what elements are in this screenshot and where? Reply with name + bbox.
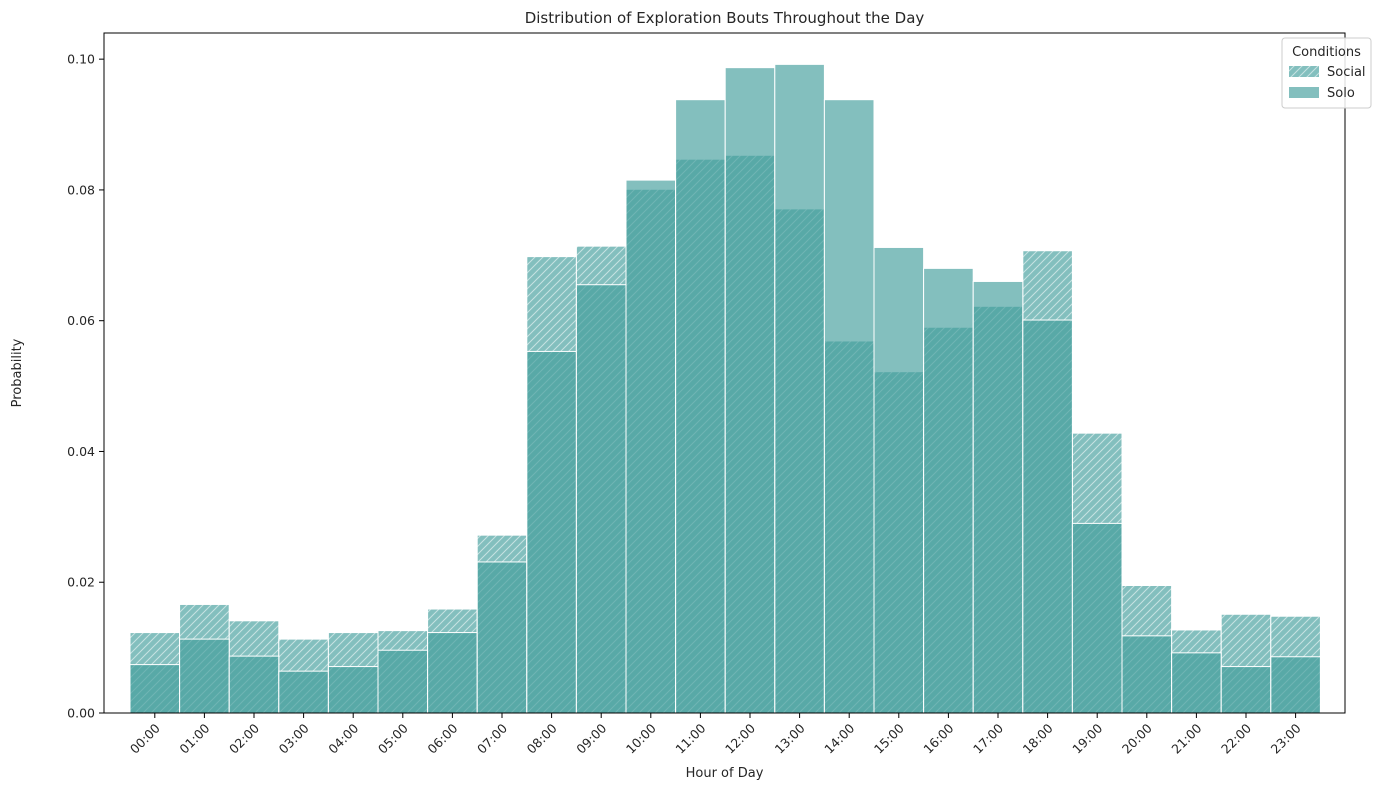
bar-solo-0000 [129,664,181,714]
x-tick-label: 17:00 [970,720,1006,756]
bar-solo-2300 [1270,656,1321,714]
bar-solo-0700 [476,561,528,714]
legend-label-solo: Solo [1327,86,1355,101]
y-tick-label: 0.06 [67,313,95,328]
x-tick-label: 18:00 [1020,720,1056,756]
bar-solo-1000 [625,179,677,714]
x-tick-label: 23:00 [1268,720,1304,756]
bar-solo-0600 [427,632,478,714]
plot-frame [103,32,1346,714]
bar-solo-0900 [575,284,627,714]
bar-solo-0100 [179,638,230,714]
x-tick-label: 01:00 [176,720,212,756]
x-tick-label: 03:00 [276,720,312,756]
bars-layer [129,63,1321,714]
legend-entry-solo: Solo [1289,86,1355,101]
y-axis-label: Probability [10,338,25,407]
x-tick-label: 05:00 [375,720,411,756]
bar-solo-1700 [972,280,1024,714]
x-tick-label: 07:00 [474,720,510,756]
x-tick-label: 08:00 [524,720,560,756]
x-axis-ticks: 00:00 01:00 02:00 03:00 04:00 05:00 06:00 07:00… [127,713,1304,757]
legend-swatch-social-hatch [1289,66,1319,77]
x-tick-label: 12:00 [722,720,758,756]
bar-solo-1300 [774,63,825,714]
x-tick-label: 21:00 [1168,720,1204,756]
legend-title: Conditions [1292,45,1361,60]
x-tick-label: 15:00 [871,720,907,756]
x-axis-label: Hour of Day [686,766,764,781]
x-tick-label: 00:00 [127,720,163,756]
y-tick-label: 0.04 [67,444,95,459]
bar-solo-1800 [1022,319,1073,714]
x-tick-label: 09:00 [573,720,609,756]
x-tick-label: 10:00 [623,720,659,756]
bar-solo-0200 [228,655,280,714]
x-tick-label: 14:00 [821,720,857,756]
y-tick-label: 0.10 [67,52,95,67]
bar-solo-2100 [1171,652,1222,714]
legend-label-social: Social [1327,65,1366,80]
x-tick-label: 13:00 [772,720,808,756]
bar-solo-1600 [923,267,974,714]
bar-solo-0500 [377,649,429,714]
bar-solo-0400 [327,666,379,714]
x-tick-label: 19:00 [1069,720,1105,756]
x-tick-label: 06:00 [424,720,460,756]
x-tick-label: 16:00 [920,720,956,756]
x-tick-label: 11:00 [672,720,708,756]
legend-entry-social: Social [1289,65,1366,80]
axes-layer [103,32,1346,714]
y-tick-label: 0.02 [67,575,95,590]
x-tick-label: 20:00 [1119,720,1155,756]
bar-solo-1100 [675,99,726,714]
y-tick-label: 0.00 [67,706,95,721]
bar-solo-1500 [873,246,925,714]
y-tick-label: 0.08 [67,182,95,197]
legend: Conditions Social Solo [1281,37,1372,109]
bar-solo-0800 [526,350,577,714]
bar-solo-2000 [1121,635,1173,714]
x-tick-label: 22:00 [1218,720,1254,756]
chart-title: Distribution of Exploration Bouts Throug… [525,9,925,27]
bar-solo-1200 [724,67,776,714]
legend-swatch-solo [1289,87,1319,98]
y-axis-ticks: 0.00 0.02 0.04 0.06 0.08 0.10 [67,52,104,721]
x-tick-label: 04:00 [325,720,361,756]
x-tick-label: 02:00 [226,720,262,756]
bar-solo-1400 [823,99,875,714]
bar-solo-0300 [278,670,329,714]
bar-solo-1900 [1071,522,1123,714]
bar-solo-2200 [1220,666,1272,714]
